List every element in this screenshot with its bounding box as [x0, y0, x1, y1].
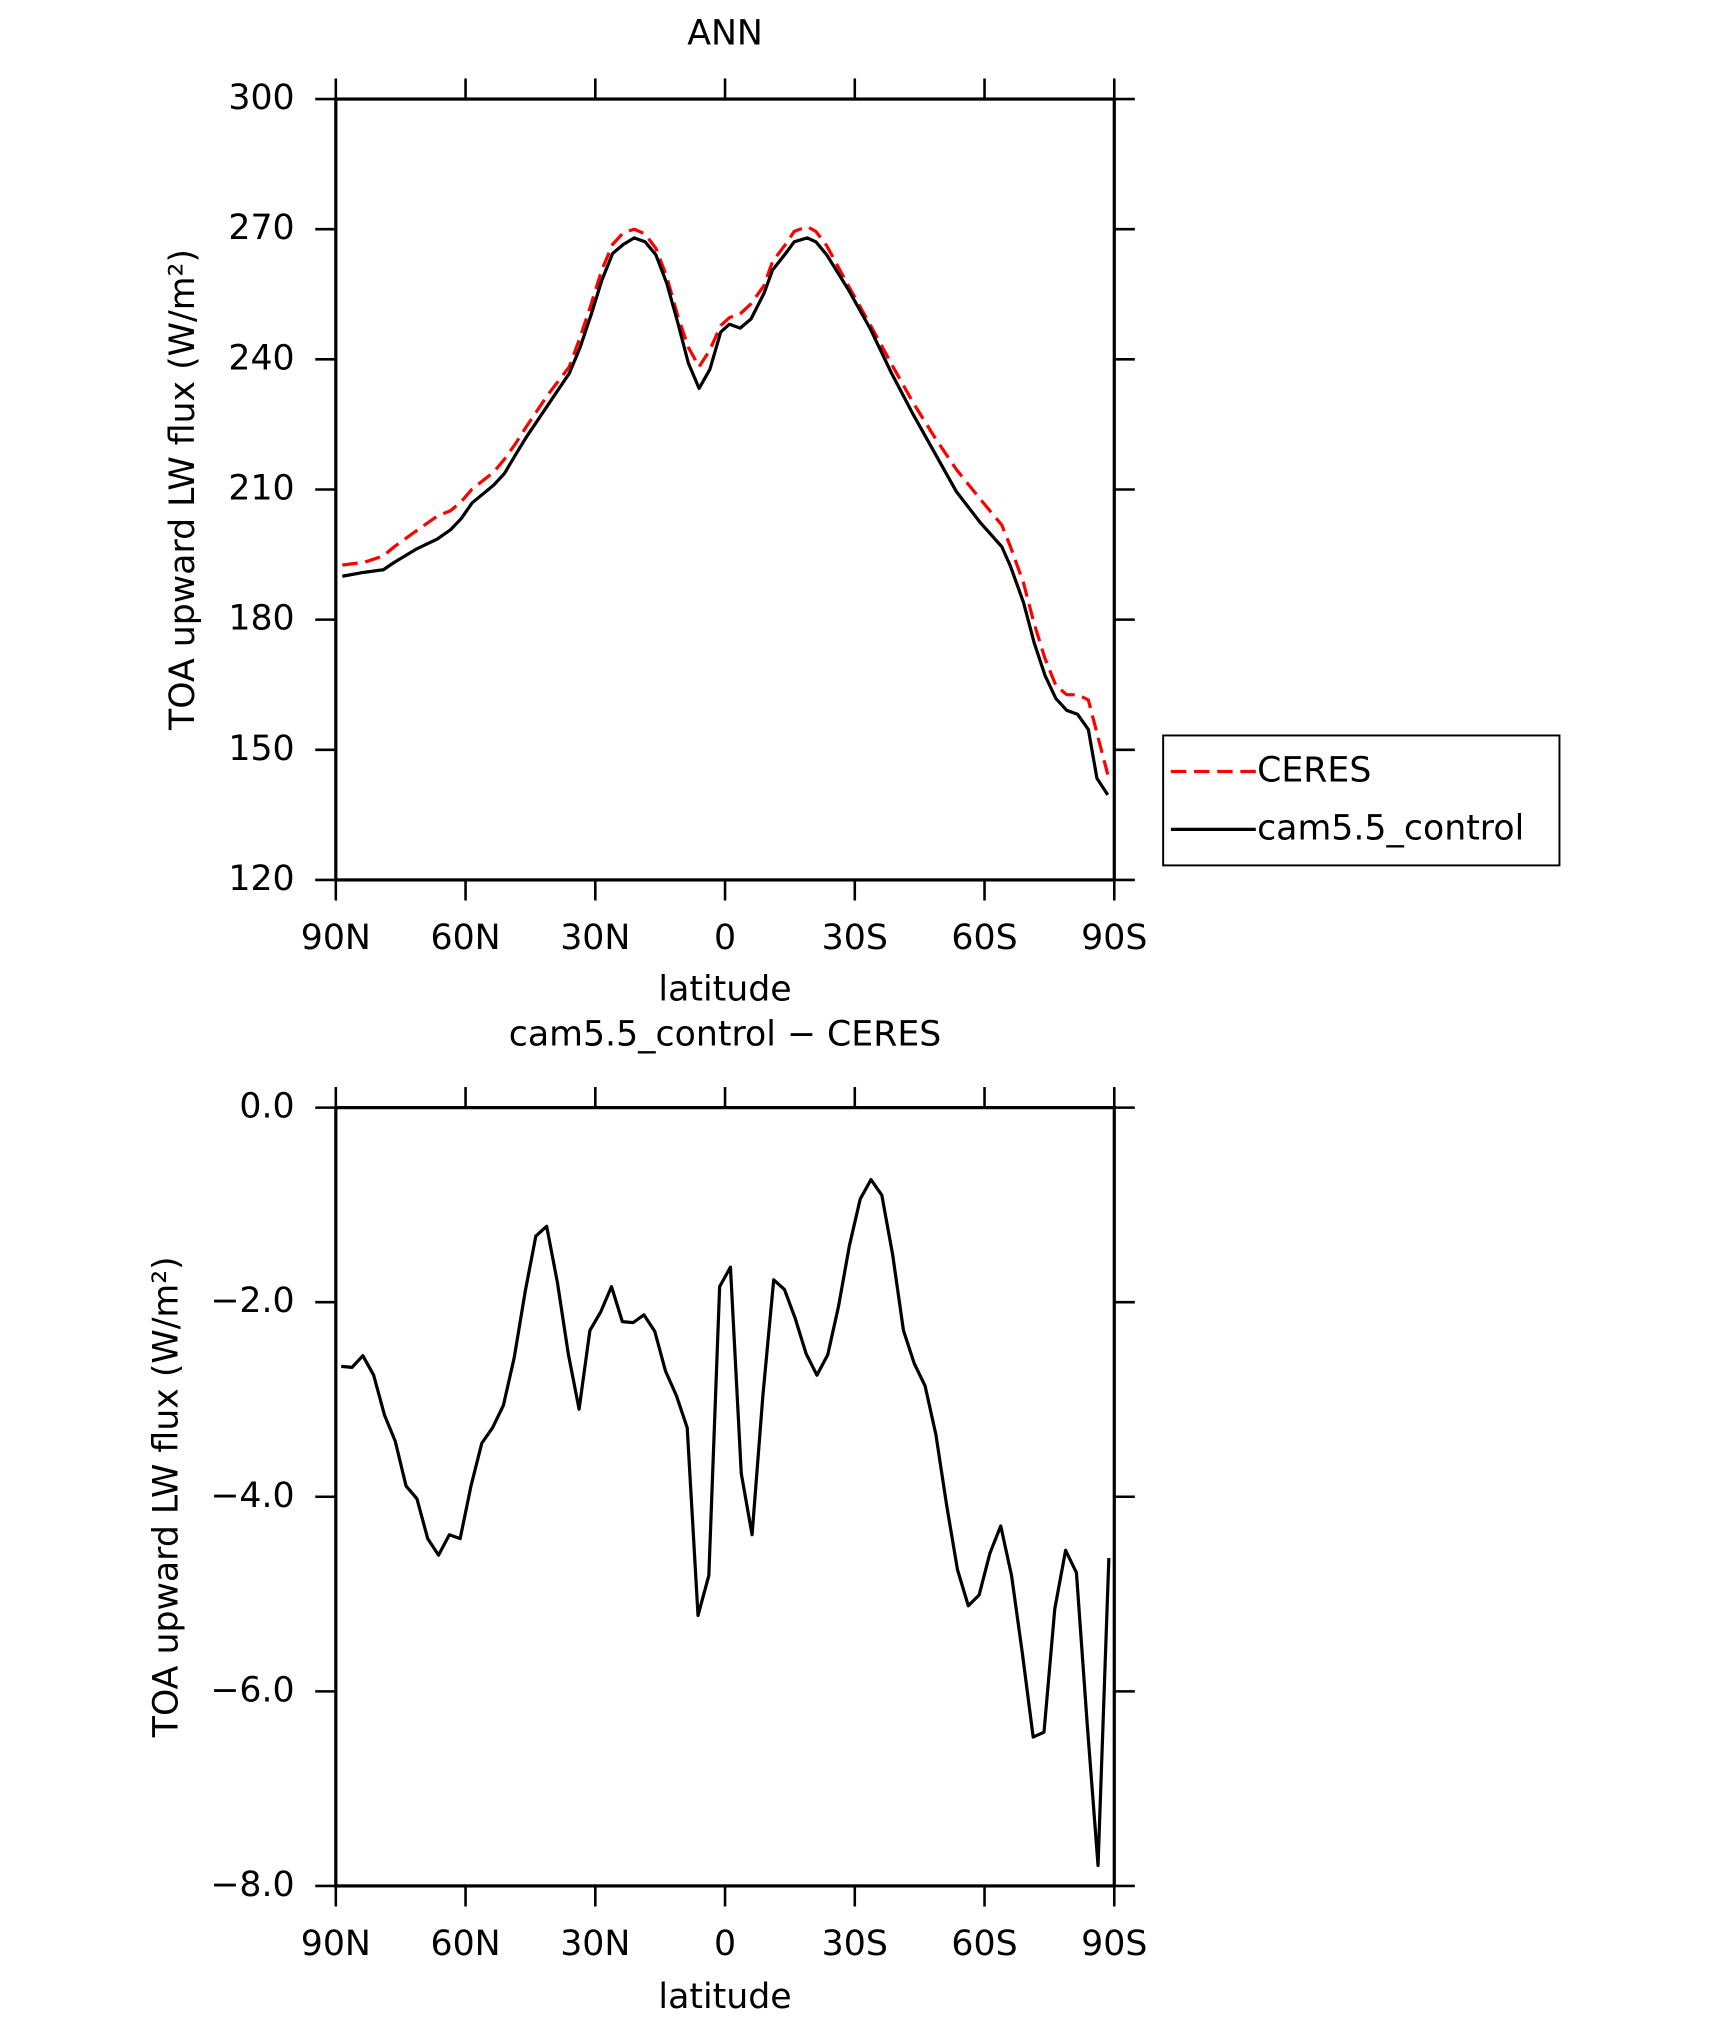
data-line — [342, 236, 1110, 796]
y-tick-label: 240 — [228, 338, 294, 378]
x-tick-label: 60N — [430, 1924, 500, 1964]
x-tick-label: 0 — [714, 1924, 736, 1964]
y-tick-label: 210 — [228, 468, 294, 508]
x-tick-label: 60S — [951, 1924, 1017, 1964]
x-tick-label: 30S — [822, 918, 888, 958]
data-line — [341, 1178, 1111, 1868]
x-tick-label: 0 — [714, 918, 736, 958]
legend-label: cam5.5_control — [1257, 808, 1524, 848]
y-tick-label: 120 — [228, 859, 294, 899]
y-axis-label: TOA upward LW flux (W/m²) — [163, 249, 203, 731]
y-tick-label: 0.0 — [239, 1087, 294, 1127]
x-axis-label: latitude — [658, 1977, 791, 2017]
y-axis-label: TOA upward LW flux (W/m²) — [146, 1256, 186, 1738]
legend-label: CERES — [1257, 750, 1371, 790]
x-tick-label: 60N — [430, 918, 500, 958]
x-tick-label: 90S — [1081, 1924, 1147, 1964]
x-tick-label: 90N — [301, 1924, 371, 1964]
plot-frame — [334, 97, 1116, 882]
y-tick-label: 150 — [228, 729, 294, 769]
plot-frame — [334, 1106, 1116, 1888]
y-tick-label: −4.0 — [210, 1476, 294, 1516]
y-tick-label: −2.0 — [210, 1281, 294, 1321]
x-tick-label: 30N — [560, 918, 630, 958]
chart-title: cam5.5_control − CERES — [509, 1015, 942, 1055]
y-tick-label: 300 — [228, 78, 294, 118]
legend-box — [1162, 734, 1561, 867]
x-tick-label: 30S — [822, 1924, 888, 1964]
x-tick-label: 90N — [301, 918, 371, 958]
x-tick-label: 90S — [1081, 918, 1147, 958]
y-tick-label: 270 — [228, 208, 294, 248]
chart-title: ANN — [687, 14, 763, 54]
y-tick-label: −6.0 — [210, 1670, 294, 1710]
x-tick-label: 60S — [951, 918, 1017, 958]
data-line — [342, 224, 1110, 775]
y-tick-label: 180 — [228, 599, 294, 639]
x-tick-label: 30N — [560, 1924, 630, 1964]
x-axis-label: latitude — [658, 970, 791, 1010]
y-tick-label: −8.0 — [210, 1865, 294, 1905]
